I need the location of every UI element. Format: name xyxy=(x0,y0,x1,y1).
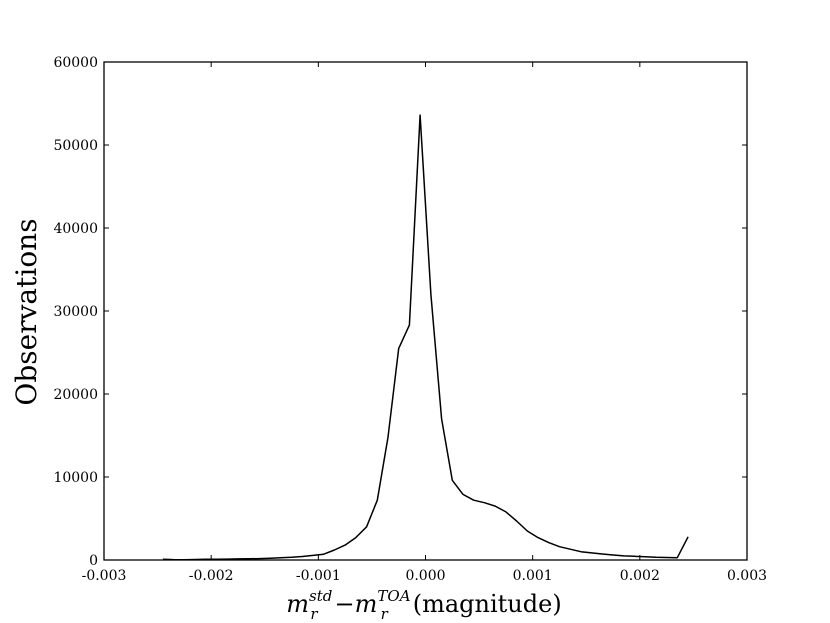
y-tick-label: 10000 xyxy=(53,470,98,486)
y-tick-label: 30000 xyxy=(53,304,98,320)
x-tick-label: 0.001 xyxy=(513,568,553,584)
x-axis-title: mstd r −mTOA r (magnitude) xyxy=(286,587,561,623)
x-axis-title-sub1: r xyxy=(310,605,318,623)
x-tick-label: -0.003 xyxy=(82,568,127,584)
x-axis-title-sub2: r xyxy=(381,605,389,623)
x-axis-title-sup2: TOA xyxy=(377,587,410,605)
y-tick-label: 50000 xyxy=(53,138,98,154)
y-tick-label: 60000 xyxy=(53,55,98,71)
y-tick-label: 20000 xyxy=(53,387,98,403)
x-axis-title-unit: (magnitude) xyxy=(413,590,562,618)
y-axis: 0 10000 20000 30000 40000 50000 60000 xyxy=(53,55,747,569)
x-axis: -0.003 -0.002 -0.001 0.000 0.001 0.002 0.003 xyxy=(82,62,767,584)
x-tick-label: -0.001 xyxy=(296,568,341,584)
x-axis-title-var: m xyxy=(286,590,309,618)
x-axis-title-var2: m xyxy=(355,590,378,618)
x-tick-label: 0.003 xyxy=(727,568,767,584)
plot-frame xyxy=(103,61,748,561)
x-tick-label: -0.002 xyxy=(189,568,234,584)
series-line-0 xyxy=(162,114,689,561)
x-tick-label: 0.000 xyxy=(405,568,445,584)
plot-area xyxy=(103,61,748,561)
y-tick-label: 0 xyxy=(89,553,98,569)
x-axis-title-minus: − xyxy=(335,590,355,618)
x-axis-title-sup1: std xyxy=(309,587,332,605)
y-tick-label: 40000 xyxy=(53,221,98,237)
x-tick-label: 0.002 xyxy=(620,568,660,584)
y-axis-title: Observations xyxy=(10,218,43,405)
